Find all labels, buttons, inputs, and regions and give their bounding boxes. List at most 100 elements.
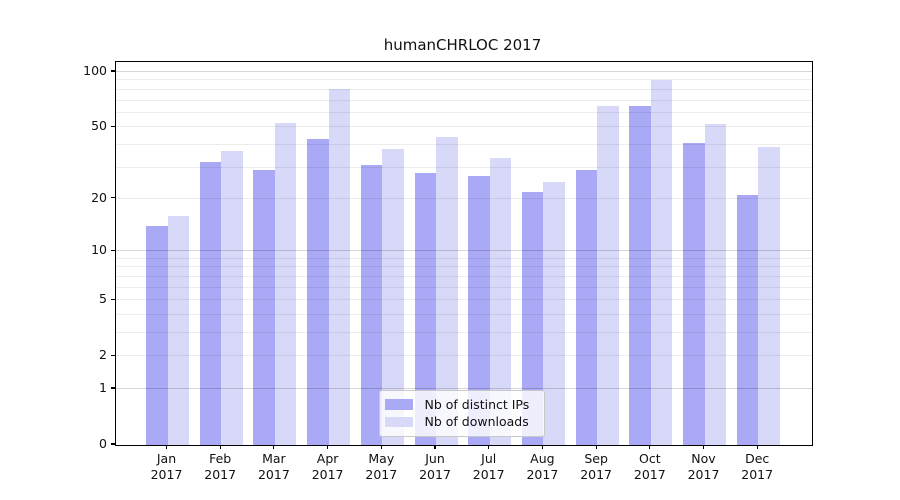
x-tick-mark-dec-2017 — [756, 445, 758, 449]
bar-nb-of-distinct-ips-jan-2017 — [146, 226, 168, 445]
bar-nb-of-downloads-dec-2017 — [758, 146, 780, 445]
y-tick-label-5: 5 — [99, 291, 107, 307]
x-tick-label-oct-2017: Oct 2017 — [618, 451, 682, 482]
bar-nb-of-distinct-ips-nov-2017 — [683, 142, 705, 445]
y-tick-mark-20 — [110, 197, 115, 199]
x-tick-label-line: 2017 — [633, 466, 666, 482]
x-tick-label-line: Jun — [425, 451, 445, 466]
x-tick-label-line: Apr — [316, 451, 339, 466]
y-tick-label-50: 50 — [91, 118, 107, 134]
gridline-80 — [115, 88, 812, 90]
x-tick-label-line: 2017 — [419, 466, 451, 482]
x-tick-label-line: 2017 — [741, 466, 774, 482]
x-tick-label-jun-2017: Jun 2017 — [403, 451, 467, 482]
x-tick-label-line: 2017 — [311, 466, 344, 482]
gridline-70 — [115, 99, 812, 101]
bar-nb-of-downloads-nov-2017 — [704, 124, 726, 445]
x-tick-label-line: 2017 — [204, 466, 237, 482]
bar-nb-of-downloads-feb-2017 — [221, 151, 243, 445]
bar-nb-of-distinct-ips-apr-2017 — [307, 139, 329, 445]
gridline-3 — [115, 332, 812, 333]
x-tick-mark-jun-2017 — [434, 445, 436, 449]
legend-entry-nb-of-distinct-ips: Nb of distinct IPs — [384, 396, 536, 414]
x-tick-label-line: 2017 — [150, 466, 183, 482]
legend-label-nb-of-downloads: Nb of downloads — [424, 414, 529, 430]
x-tick-label-mar-2017: Mar 2017 — [242, 451, 306, 482]
bar-nb-of-downloads-sep-2017 — [597, 106, 619, 445]
x-tick-label-line: 2017 — [580, 466, 612, 482]
x-tick-label-may-2017: May 2017 — [349, 451, 413, 482]
y-tick-mark-50 — [110, 125, 115, 127]
x-tick-label-line: Mar — [262, 451, 286, 466]
gridline-5 — [115, 299, 812, 301]
x-tick-label-jul-2017: Jul 2017 — [457, 451, 521, 482]
gridline-4 — [115, 313, 812, 315]
gridline-100 — [115, 71, 812, 72]
gridline-20 — [115, 197, 812, 199]
y-tick-mark-10 — [110, 249, 115, 251]
bar-nb-of-distinct-ips-oct-2017 — [629, 106, 651, 445]
gridline-50 — [115, 126, 812, 128]
gridline-90 — [115, 79, 812, 81]
y-tick-mark-1 — [110, 387, 115, 389]
chart-title: humanCHRLOC 2017 — [383, 36, 542, 54]
x-tick-label-jan-2017: Jan 2017 — [135, 451, 199, 482]
x-tick-label-line: 2017 — [257, 466, 290, 482]
x-tick-mark-jul-2017 — [488, 445, 490, 449]
x-tick-label-line: 2017 — [365, 466, 398, 482]
x-tick-label-line: Sep — [584, 451, 608, 466]
x-tick-mark-feb-2017 — [219, 445, 221, 449]
legend-swatch-nb-of-downloads — [384, 416, 413, 427]
bar-nb-of-distinct-ips-jul-2017 — [468, 175, 490, 445]
gridline-2 — [115, 355, 812, 357]
x-tick-mark-aug-2017 — [541, 445, 543, 449]
gridline-10 — [115, 250, 812, 252]
bar-nb-of-downloads-jun-2017 — [436, 137, 458, 445]
x-tick-mark-mar-2017 — [273, 445, 275, 449]
gridline-40 — [115, 143, 812, 145]
bar-nb-of-downloads-apr-2017 — [328, 88, 351, 445]
y-tick-label-20: 20 — [91, 189, 107, 205]
legend-entry-nb-of-downloads: Nb of downloads — [384, 413, 536, 431]
x-tick-label-line: Jan — [156, 451, 177, 466]
y-tick-label-1: 1 — [99, 380, 107, 395]
legend-swatch-nb-of-distinct-ips — [384, 399, 413, 410]
x-tick-label-sep-2017: Sep 2017 — [564, 451, 628, 482]
bar-nb-of-distinct-ips-jun-2017 — [414, 172, 436, 445]
x-tick-label-nov-2017: Nov 2017 — [672, 451, 736, 482]
y-tick-label-100: 100 — [83, 63, 107, 78]
gridline-9 — [115, 257, 812, 259]
bar-nb-of-downloads-mar-2017 — [274, 122, 297, 445]
x-tick-label-line: Feb — [209, 451, 232, 466]
y-tick-mark-0 — [110, 443, 115, 445]
legend: Nb of distinct IPs Nb of downloads — [378, 389, 545, 437]
x-tick-label-feb-2017: Feb 2017 — [188, 451, 252, 482]
y-tick-mark-5 — [110, 298, 115, 300]
bar-nb-of-distinct-ips-mar-2017 — [253, 170, 275, 445]
bar-nb-of-downloads-jul-2017 — [489, 157, 512, 445]
gridline-8 — [115, 266, 812, 268]
x-tick-label-dec-2017: Dec 2017 — [725, 451, 789, 482]
x-tick-label-line: 2017 — [687, 466, 720, 482]
y-tick-mark-2 — [110, 354, 115, 356]
x-tick-label-line: 2017 — [526, 466, 559, 482]
y-tick-label-0: 0 — [99, 436, 107, 451]
gridline-1 — [115, 388, 812, 389]
y-tick-mark-100 — [110, 70, 115, 72]
x-tick-label-line: Dec — [745, 451, 770, 466]
x-tick-mark-nov-2017 — [702, 445, 705, 449]
x-tick-label-apr-2017: Apr 2017 — [296, 451, 360, 482]
x-tick-mark-oct-2017 — [649, 445, 651, 449]
gridline-30 — [115, 166, 812, 168]
x-tick-label-line: May — [368, 451, 395, 466]
legend-label-nb-of-distinct-ips: Nb of distinct IPs — [424, 396, 530, 412]
x-tick-label-line: Aug — [530, 451, 555, 466]
bar-nb-of-downloads-may-2017 — [382, 148, 404, 445]
bar-nb-of-distinct-ips-feb-2017 — [199, 162, 222, 445]
x-tick-label-line: Oct — [638, 451, 661, 466]
gridline-7 — [115, 275, 812, 277]
x-tick-label-line: Nov — [691, 451, 716, 466]
x-tick-label-line: 2017 — [472, 466, 505, 482]
x-tick-mark-may-2017 — [380, 445, 382, 449]
